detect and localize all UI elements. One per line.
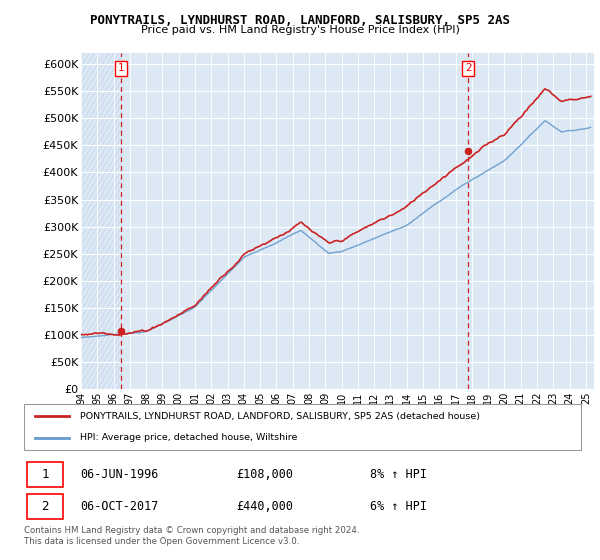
Text: PONYTRAILS, LYNDHURST ROAD, LANDFORD, SALISBURY, SP5 2AS (detached house): PONYTRAILS, LYNDHURST ROAD, LANDFORD, SA… (80, 412, 480, 421)
Text: Price paid vs. HM Land Registry's House Price Index (HPI): Price paid vs. HM Land Registry's House … (140, 25, 460, 35)
Text: £440,000: £440,000 (236, 500, 293, 513)
Text: 8% ↑ HPI: 8% ↑ HPI (370, 468, 427, 481)
Text: £108,000: £108,000 (236, 468, 293, 481)
Text: 1: 1 (41, 468, 49, 481)
Text: 6% ↑ HPI: 6% ↑ HPI (370, 500, 427, 513)
Text: 06-JUN-1996: 06-JUN-1996 (80, 468, 158, 481)
Text: Contains HM Land Registry data © Crown copyright and database right 2024.
This d: Contains HM Land Registry data © Crown c… (24, 526, 359, 546)
Text: 2: 2 (465, 63, 472, 73)
Text: HPI: Average price, detached house, Wiltshire: HPI: Average price, detached house, Wilt… (80, 433, 297, 442)
Text: PONYTRAILS, LYNDHURST ROAD, LANDFORD, SALISBURY, SP5 2AS: PONYTRAILS, LYNDHURST ROAD, LANDFORD, SA… (90, 14, 510, 27)
Text: 2: 2 (41, 500, 49, 513)
FancyBboxPatch shape (27, 462, 63, 487)
FancyBboxPatch shape (27, 494, 63, 519)
FancyBboxPatch shape (24, 404, 581, 450)
Text: 1: 1 (118, 63, 124, 73)
Text: 06-OCT-2017: 06-OCT-2017 (80, 500, 158, 513)
